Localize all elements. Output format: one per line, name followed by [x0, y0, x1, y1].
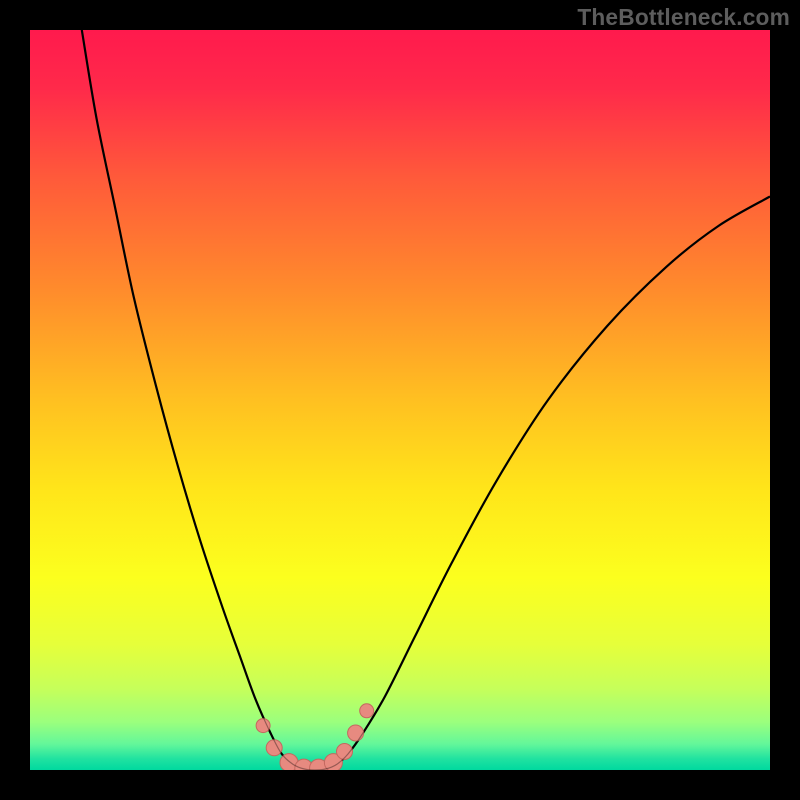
curve-marker: [360, 704, 374, 718]
curve-marker: [348, 725, 364, 741]
curve-marker: [256, 719, 270, 733]
plot-background: [30, 30, 770, 770]
figure-root: TheBottleneck.com: [0, 0, 800, 800]
chart-svg: [0, 0, 800, 800]
curve-marker: [266, 740, 282, 756]
watermark-text: TheBottleneck.com: [577, 4, 790, 31]
